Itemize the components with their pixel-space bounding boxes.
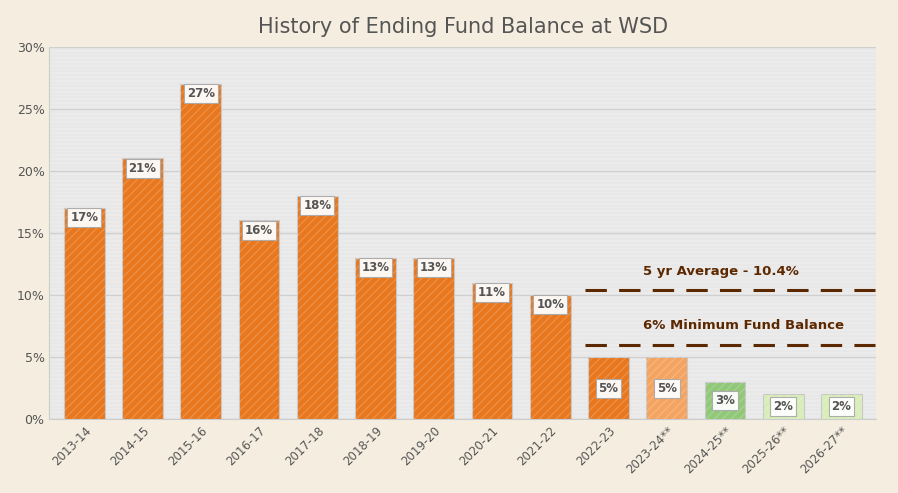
Bar bbox=[530, 295, 570, 419]
Bar bbox=[821, 394, 862, 419]
Bar bbox=[588, 357, 629, 419]
Bar bbox=[705, 382, 745, 419]
Bar bbox=[64, 208, 105, 419]
Bar bbox=[297, 196, 338, 419]
Text: 13%: 13% bbox=[419, 261, 448, 274]
Bar bbox=[762, 394, 804, 419]
Text: 3%: 3% bbox=[715, 394, 735, 407]
Bar bbox=[64, 208, 105, 419]
Text: 5%: 5% bbox=[598, 382, 619, 394]
Bar bbox=[413, 258, 454, 419]
Text: 10%: 10% bbox=[536, 298, 564, 312]
Bar bbox=[647, 357, 687, 419]
Bar bbox=[355, 258, 396, 419]
Bar bbox=[297, 196, 338, 419]
Bar bbox=[180, 84, 221, 419]
Text: 18%: 18% bbox=[304, 199, 331, 212]
Text: 5 yr Average - 10.4%: 5 yr Average - 10.4% bbox=[644, 265, 799, 278]
Bar bbox=[239, 220, 279, 419]
Text: 2%: 2% bbox=[773, 400, 793, 413]
Text: 21%: 21% bbox=[128, 162, 156, 175]
Bar bbox=[471, 282, 513, 419]
Bar bbox=[705, 382, 745, 419]
Bar bbox=[762, 394, 804, 419]
Text: 16%: 16% bbox=[245, 224, 273, 237]
Bar bbox=[355, 258, 396, 419]
Text: 6% Minimum Fund Balance: 6% Minimum Fund Balance bbox=[644, 319, 844, 332]
Bar bbox=[647, 357, 687, 419]
Text: 11%: 11% bbox=[478, 286, 506, 299]
Bar bbox=[239, 220, 279, 419]
Bar bbox=[122, 158, 163, 419]
Text: 2%: 2% bbox=[832, 400, 851, 413]
Bar bbox=[122, 158, 163, 419]
Bar bbox=[588, 357, 629, 419]
Bar bbox=[413, 258, 454, 419]
Bar bbox=[471, 282, 513, 419]
Text: 5%: 5% bbox=[656, 382, 677, 394]
Title: History of Ending Fund Balance at WSD: History of Ending Fund Balance at WSD bbox=[258, 17, 668, 36]
Text: 13%: 13% bbox=[362, 261, 390, 274]
Text: 27%: 27% bbox=[187, 87, 215, 100]
Text: 17%: 17% bbox=[70, 211, 99, 224]
Bar bbox=[530, 295, 570, 419]
Bar bbox=[180, 84, 221, 419]
Bar bbox=[821, 394, 862, 419]
